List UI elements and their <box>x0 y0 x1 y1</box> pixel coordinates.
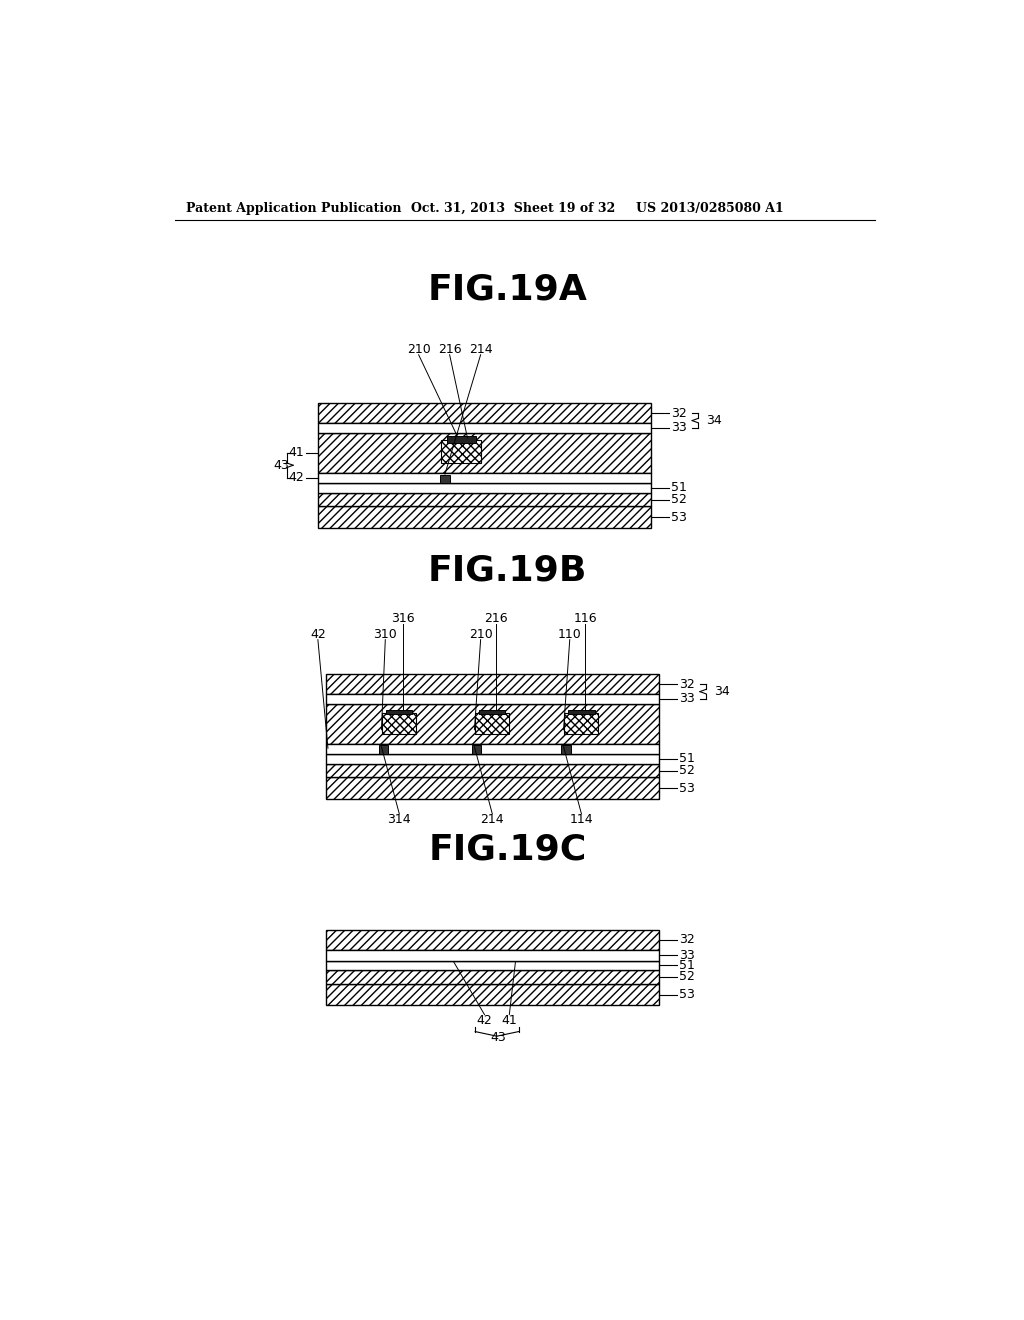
Text: FIG.19C: FIG.19C <box>429 833 587 867</box>
Bar <box>326 970 658 983</box>
Text: 216: 216 <box>484 612 508 626</box>
Bar <box>568 710 595 714</box>
Bar <box>439 475 451 483</box>
Text: 316: 316 <box>391 612 415 626</box>
Bar <box>317 483 651 492</box>
Text: 214: 214 <box>480 813 504 825</box>
Bar <box>326 763 658 777</box>
Text: 43: 43 <box>490 1031 506 1044</box>
Text: 42: 42 <box>288 471 304 484</box>
Text: US 2013/0285080 A1: US 2013/0285080 A1 <box>636 202 783 215</box>
Bar <box>326 950 658 961</box>
Bar <box>317 492 651 507</box>
Text: 52: 52 <box>679 764 695 777</box>
Text: 210: 210 <box>469 628 493 640</box>
Text: Oct. 31, 2013  Sheet 19 of 32: Oct. 31, 2013 Sheet 19 of 32 <box>411 202 615 215</box>
Text: 52: 52 <box>679 970 695 983</box>
Bar <box>382 713 417 734</box>
Bar <box>326 694 658 704</box>
Bar <box>326 929 658 950</box>
Text: 51: 51 <box>679 752 695 766</box>
Bar <box>326 961 658 970</box>
Bar <box>326 755 658 763</box>
Text: 51: 51 <box>679 958 695 972</box>
Text: 34: 34 <box>707 414 722 428</box>
Bar <box>326 777 658 799</box>
Bar <box>317 473 651 483</box>
Bar <box>326 704 658 743</box>
Text: 32: 32 <box>679 677 694 690</box>
Text: 110: 110 <box>558 628 582 640</box>
Bar <box>317 404 651 424</box>
Text: 42: 42 <box>476 1014 493 1027</box>
Bar <box>479 710 506 714</box>
Text: 116: 116 <box>573 612 597 626</box>
Bar <box>475 713 509 734</box>
Text: 33: 33 <box>679 949 694 962</box>
Text: 114: 114 <box>569 813 593 825</box>
Text: 32: 32 <box>672 407 687 420</box>
Text: 42: 42 <box>310 628 326 640</box>
Text: 52: 52 <box>672 492 687 506</box>
Bar <box>326 743 658 755</box>
Text: 33: 33 <box>672 421 687 434</box>
Bar <box>564 713 598 734</box>
Text: 33: 33 <box>679 693 694 705</box>
Bar <box>441 441 481 463</box>
Bar <box>326 675 658 694</box>
Text: FIG.19A: FIG.19A <box>428 272 588 306</box>
Text: 53: 53 <box>679 781 695 795</box>
Bar <box>472 744 481 754</box>
Bar <box>326 983 658 1006</box>
Text: 32: 32 <box>679 933 694 946</box>
Text: FIG.19B: FIG.19B <box>428 553 588 587</box>
Text: 34: 34 <box>714 685 730 698</box>
Bar <box>317 507 651 528</box>
Text: 314: 314 <box>387 813 411 825</box>
Text: 216: 216 <box>438 343 462 356</box>
Text: 310: 310 <box>374 628 397 640</box>
Bar <box>317 424 651 433</box>
Bar <box>386 710 413 714</box>
Bar <box>317 433 651 473</box>
Bar <box>379 744 388 754</box>
Text: 53: 53 <box>679 989 695 1001</box>
Text: 210: 210 <box>407 343 430 356</box>
Text: 51: 51 <box>672 482 687 495</box>
Text: 41: 41 <box>288 446 304 459</box>
Bar <box>561 744 570 754</box>
Text: 53: 53 <box>672 511 687 524</box>
Text: 43: 43 <box>273 459 289 471</box>
Bar <box>446 437 476 442</box>
Text: 41: 41 <box>502 1014 517 1027</box>
Text: Patent Application Publication: Patent Application Publication <box>186 202 401 215</box>
Text: 214: 214 <box>469 343 493 356</box>
